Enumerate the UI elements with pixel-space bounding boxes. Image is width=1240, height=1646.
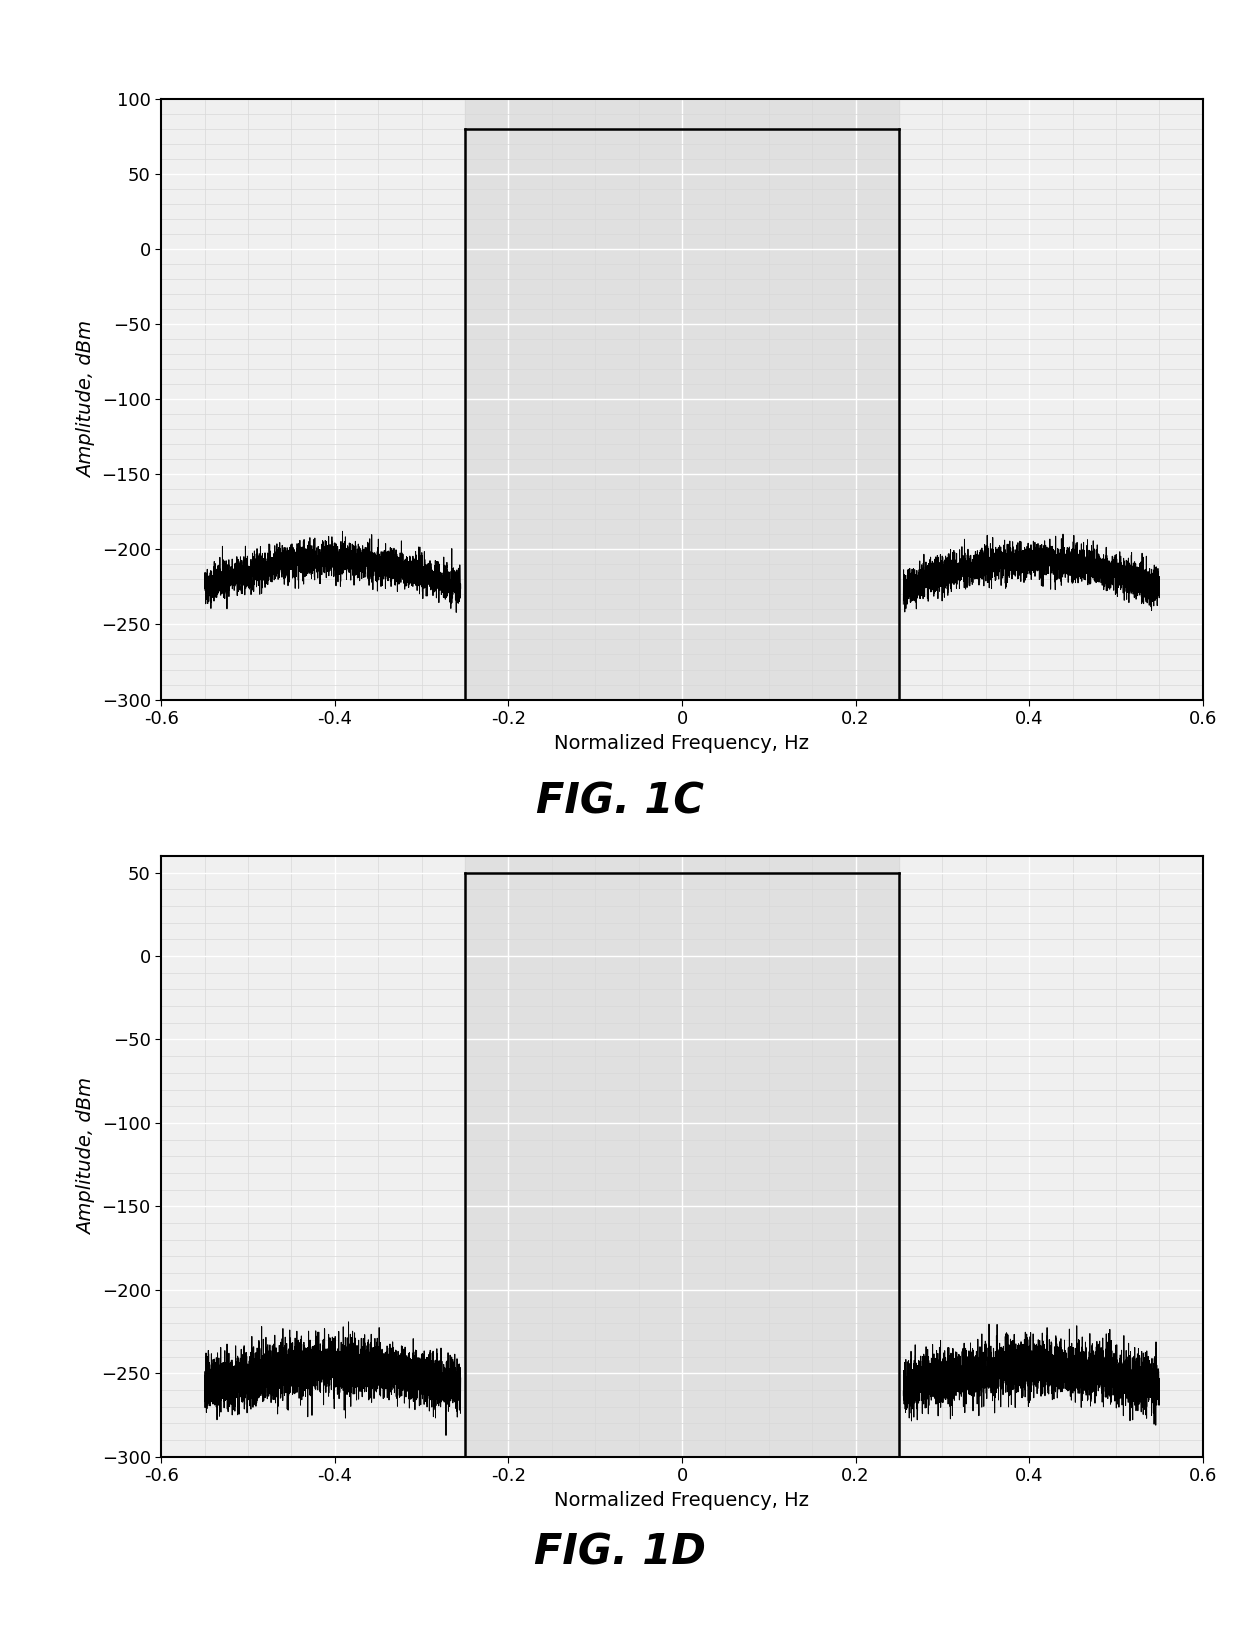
X-axis label: Normalized Frequency, Hz: Normalized Frequency, Hz [554,734,810,752]
Y-axis label: Amplitude, dBm: Amplitude, dBm [77,321,95,477]
Y-axis label: Amplitude, dBm: Amplitude, dBm [77,1078,95,1234]
Text: FIG. 1C: FIG. 1C [536,780,704,823]
X-axis label: Normalized Frequency, Hz: Normalized Frequency, Hz [554,1491,810,1509]
Bar [465,99,899,700]
Bar [465,856,899,1457]
Text: FIG. 1D: FIG. 1D [534,1531,706,1574]
